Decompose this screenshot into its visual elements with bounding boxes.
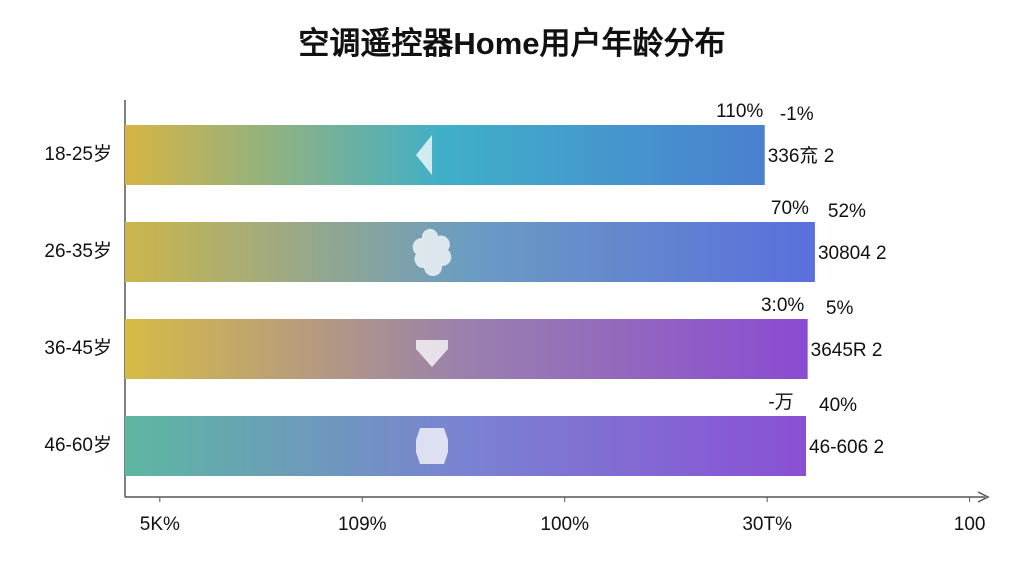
bar [125, 416, 807, 476]
bar-label: 30804 2 [818, 243, 887, 264]
bar-annotation: 5% [826, 298, 854, 319]
x-tick-label: 109% [338, 514, 387, 535]
bar [125, 319, 808, 379]
bar-annotation: 52% [828, 201, 866, 222]
bar-annotation: -万 [768, 392, 793, 413]
bar-icon [416, 340, 448, 367]
x-tick-label: 30T% [742, 514, 792, 535]
bar-annotation: -1% [780, 104, 814, 125]
y-tick-label: 46-60岁 [44, 434, 112, 456]
bar-icon [416, 135, 432, 175]
bar-icon [416, 428, 448, 464]
bar-annotation: 110% [716, 101, 763, 122]
bar-icon [412, 228, 452, 277]
y-tick-label: 36-45岁 [44, 337, 112, 359]
bar-label: 3645R 2 [811, 340, 883, 361]
bar-label: 336㐬 2 [768, 145, 835, 167]
bar [125, 125, 765, 185]
bar-annotation: 3:0% [761, 295, 804, 316]
bar [125, 222, 815, 282]
bar-annotation: 40% [819, 395, 857, 416]
bar-label: 46-606 2 [809, 437, 884, 458]
x-tick-label: 5K% [140, 514, 180, 535]
axis-arrow [977, 491, 990, 503]
y-tick-label: 26-35岁 [44, 240, 112, 262]
bar-annotation: 70% [771, 198, 809, 219]
chart-title: 空调遥控器Home用户年龄分布 [298, 26, 725, 61]
x-tick-label: 100% [540, 514, 589, 535]
x-tick-label: 100 [954, 514, 986, 535]
y-tick-label: 18-25岁 [44, 143, 112, 165]
